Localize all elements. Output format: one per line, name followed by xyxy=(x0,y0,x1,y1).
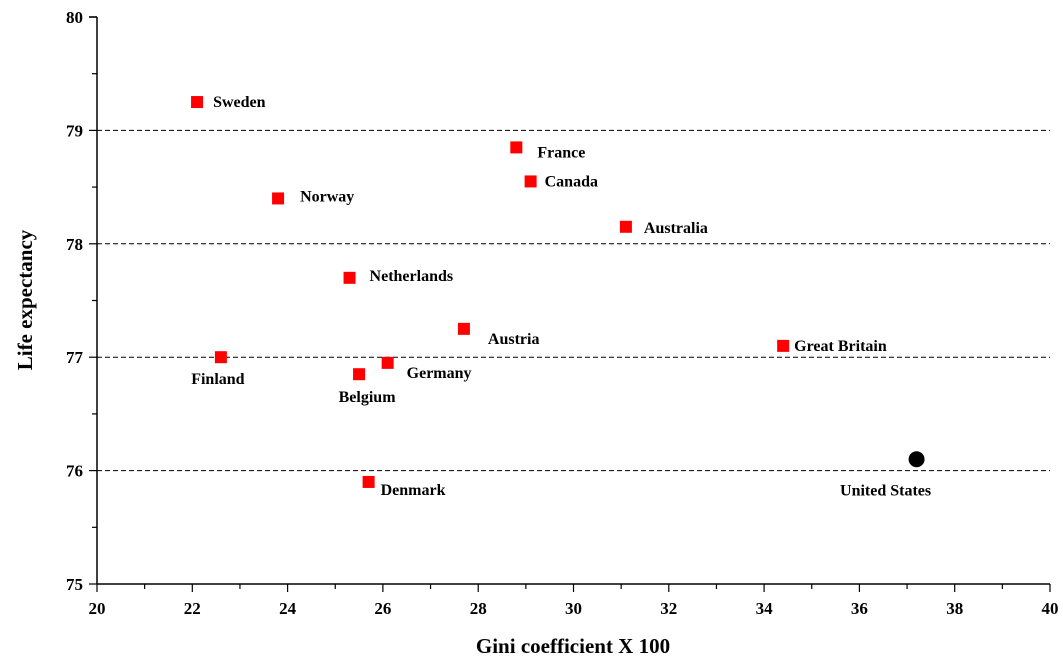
point-denmark xyxy=(362,475,375,488)
label-austria: Austria xyxy=(488,331,540,348)
x-axis-title: Gini coefficient X 100 xyxy=(476,634,670,658)
label-belgium: Belgium xyxy=(339,389,397,406)
label-canada: Canada xyxy=(545,173,598,190)
y-tick-label-76: 76 xyxy=(66,462,83,481)
label-australia: Australia xyxy=(644,220,708,237)
point-germany xyxy=(381,356,394,369)
x-tick-label-30: 30 xyxy=(565,599,582,618)
label-norway: Norway xyxy=(300,188,354,205)
x-tick-label-28: 28 xyxy=(470,599,487,618)
y-axis-title: Life expectancy xyxy=(13,229,37,370)
label-great-britain: Great Britain xyxy=(794,338,887,355)
x-tick-label-38: 38 xyxy=(946,599,963,618)
point-france xyxy=(510,141,523,154)
point-finland xyxy=(214,351,227,364)
x-tick-label-20: 20 xyxy=(89,599,106,618)
label-denmark: Denmark xyxy=(381,482,446,499)
point-great-britain xyxy=(777,339,790,352)
data-points xyxy=(191,96,925,488)
x-tick-label-22: 22 xyxy=(184,599,201,618)
ticks: 75 76 77 78 79 80 20 22 24 26 28 30 32 34 36 38 40 xyxy=(66,8,1059,618)
x-tick-label-40: 40 xyxy=(1042,599,1059,618)
point-labels: Sweden France Canada Norway Australia Netherl… xyxy=(191,94,931,499)
label-united-states: United States xyxy=(840,482,931,499)
point-norway xyxy=(272,192,285,205)
point-belgium xyxy=(353,368,366,381)
label-germany: Germany xyxy=(407,365,472,382)
point-australia xyxy=(619,220,632,233)
label-netherlands: Netherlands xyxy=(370,268,454,285)
point-austria xyxy=(457,322,470,335)
x-tick-label-24: 24 xyxy=(279,599,297,618)
point-netherlands xyxy=(343,271,356,284)
y-tick-label-77: 77 xyxy=(66,348,84,367)
x-tick-label-32: 32 xyxy=(660,599,677,618)
point-united-states xyxy=(908,451,925,468)
label-sweden: Sweden xyxy=(213,94,266,111)
y-tick-label-78: 78 xyxy=(66,235,83,254)
label-france: France xyxy=(537,144,585,161)
point-canada xyxy=(524,175,537,188)
x-tick-label-34: 34 xyxy=(756,599,774,618)
y-tick-label-79: 79 xyxy=(66,121,83,140)
y-tick-label-80: 80 xyxy=(66,8,83,27)
grid-lines xyxy=(97,129,1050,472)
x-tick-label-36: 36 xyxy=(851,599,868,618)
x-tick-label-26: 26 xyxy=(374,599,391,618)
point-sweden xyxy=(191,96,204,109)
y-tick-label-75: 75 xyxy=(66,575,83,594)
label-finland: Finland xyxy=(191,371,244,388)
